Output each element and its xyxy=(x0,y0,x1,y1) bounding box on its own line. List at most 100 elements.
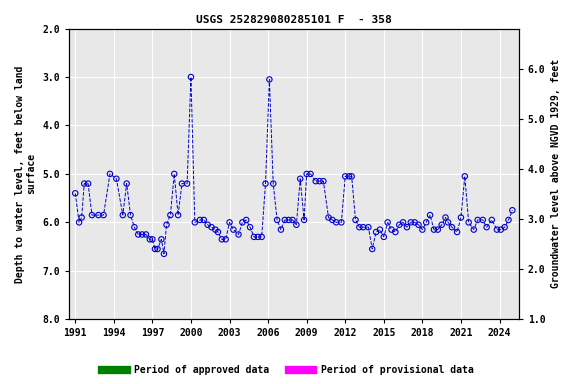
Point xyxy=(453,229,462,235)
Point xyxy=(444,219,453,225)
Point xyxy=(195,217,204,223)
Point xyxy=(153,246,162,252)
Point xyxy=(238,219,247,225)
Point xyxy=(288,217,297,223)
Point xyxy=(187,74,196,80)
Point xyxy=(148,236,157,242)
Point xyxy=(464,219,473,225)
Point xyxy=(500,224,509,230)
Point xyxy=(166,212,175,218)
Point xyxy=(379,234,388,240)
Point xyxy=(272,217,282,223)
Point xyxy=(241,217,251,223)
Point xyxy=(203,222,213,228)
Point xyxy=(77,214,86,220)
Point xyxy=(437,222,446,228)
Point xyxy=(410,219,419,225)
Point xyxy=(367,246,377,252)
Point xyxy=(157,236,166,242)
Point xyxy=(199,217,209,223)
Point xyxy=(88,212,97,218)
Point xyxy=(402,224,411,230)
Point xyxy=(94,212,103,218)
Y-axis label: Groundwater level above NGVD 1929, feet: Groundwater level above NGVD 1929, feet xyxy=(551,60,561,288)
Point xyxy=(300,217,309,223)
Bar xyxy=(493,319,513,328)
Point xyxy=(376,227,385,233)
Point xyxy=(150,246,160,252)
Point xyxy=(482,224,491,230)
Point xyxy=(351,217,360,223)
Point xyxy=(456,214,465,220)
Point xyxy=(508,207,517,214)
Point xyxy=(372,229,381,235)
Point xyxy=(460,173,469,179)
Point xyxy=(332,219,341,225)
Point xyxy=(74,219,84,225)
Point xyxy=(213,229,222,235)
Point xyxy=(319,178,328,184)
Bar xyxy=(120,319,129,328)
Point xyxy=(473,217,482,223)
Point xyxy=(145,236,154,242)
Point xyxy=(441,214,450,220)
Point xyxy=(355,224,364,230)
Point xyxy=(138,232,147,238)
Point xyxy=(422,219,431,225)
Point xyxy=(217,236,226,242)
Point xyxy=(469,227,479,233)
Point xyxy=(257,234,266,240)
Point xyxy=(79,180,89,187)
Point xyxy=(249,234,259,240)
Point xyxy=(234,232,243,238)
Point xyxy=(276,227,286,233)
Point xyxy=(183,180,192,187)
Bar xyxy=(75,319,83,328)
Point xyxy=(426,212,435,218)
Point xyxy=(177,180,187,187)
Point xyxy=(399,219,408,225)
Point xyxy=(429,227,438,233)
Point xyxy=(311,178,320,184)
Point xyxy=(395,222,404,228)
Point xyxy=(340,173,350,179)
Point xyxy=(126,212,135,218)
Point xyxy=(418,227,427,233)
Point xyxy=(383,219,392,225)
Point xyxy=(211,227,220,233)
Point xyxy=(112,175,121,182)
Point xyxy=(71,190,80,196)
Point xyxy=(448,224,457,230)
Point xyxy=(284,217,293,223)
Point xyxy=(302,171,311,177)
Point xyxy=(245,224,255,230)
Point xyxy=(306,171,315,177)
Point xyxy=(347,173,357,179)
Point xyxy=(292,222,301,228)
Point xyxy=(280,217,289,223)
Point xyxy=(487,217,497,223)
Point xyxy=(221,236,230,242)
Point xyxy=(118,212,127,218)
Point xyxy=(328,217,337,223)
Point xyxy=(478,217,487,223)
Point xyxy=(359,224,368,230)
Point xyxy=(190,219,199,225)
Point xyxy=(141,232,150,238)
Point xyxy=(122,180,131,187)
Point xyxy=(162,222,171,228)
Point xyxy=(295,175,305,182)
Point xyxy=(261,180,270,187)
Y-axis label: Depth to water level, feet below land
surface: Depth to water level, feet below land su… xyxy=(15,65,37,283)
Point xyxy=(414,222,423,228)
Point xyxy=(99,212,108,218)
Point xyxy=(364,224,373,230)
Point xyxy=(134,232,143,238)
Point xyxy=(207,224,216,230)
Point xyxy=(130,224,139,230)
Point xyxy=(268,180,278,187)
Point xyxy=(433,227,442,233)
Point xyxy=(391,229,400,235)
Point xyxy=(492,227,502,233)
Legend: Period of approved data, Period of provisional data: Period of approved data, Period of provi… xyxy=(98,361,478,379)
